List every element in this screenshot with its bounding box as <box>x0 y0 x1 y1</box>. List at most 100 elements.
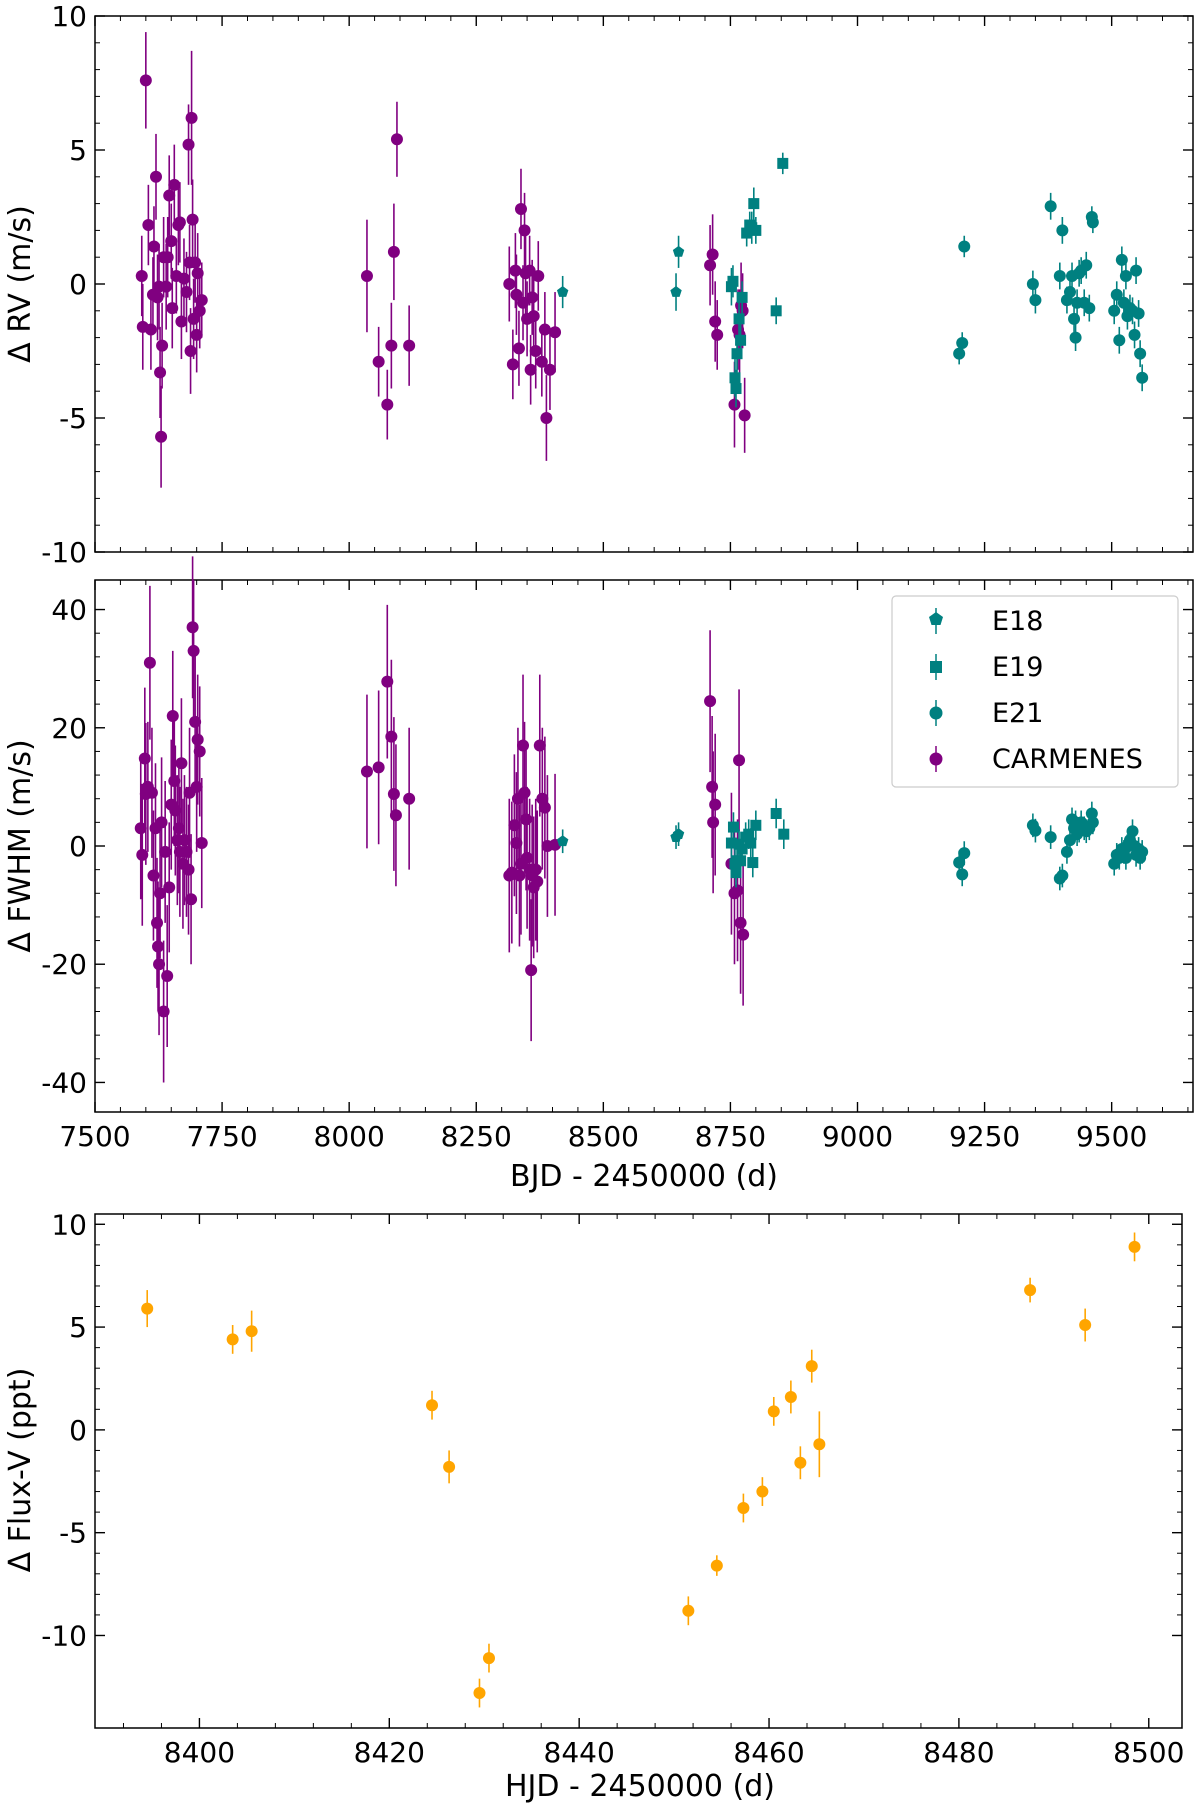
marker <box>138 752 151 765</box>
y-tick-label: 5 <box>69 134 87 167</box>
point-e21 <box>1115 246 1128 274</box>
marker <box>191 733 204 746</box>
marker <box>182 138 195 151</box>
marker <box>813 1438 826 1451</box>
point-e21 <box>1026 270 1039 298</box>
marker <box>190 780 203 793</box>
marker <box>226 1333 239 1346</box>
point-e21 <box>1086 810 1099 835</box>
marker <box>704 259 717 272</box>
point-carmenes <box>506 329 519 400</box>
marker <box>182 863 195 876</box>
point-e21 <box>1080 251 1093 279</box>
point-carmenes <box>526 259 539 335</box>
point-flux-v <box>756 1477 769 1506</box>
point-carmenes <box>737 863 750 1006</box>
x-tick-label: 8480 <box>923 1736 994 1769</box>
point-carmenes <box>195 262 208 338</box>
rv-y-axis-label: Δ RV (m/s) <box>3 205 38 363</box>
point-flux-v <box>473 1678 486 1708</box>
marker <box>1056 224 1069 237</box>
x-tick-label: 7750 <box>186 1120 257 1153</box>
marker <box>156 339 169 352</box>
marker <box>195 837 208 850</box>
marker <box>538 323 551 336</box>
marker <box>1113 334 1126 347</box>
point-flux-v <box>813 1411 826 1478</box>
marker <box>729 372 741 384</box>
x-tick-label: 8250 <box>441 1120 512 1153</box>
x-tick-label: 9250 <box>949 1120 1020 1153</box>
point-e19 <box>735 324 747 357</box>
marker <box>163 881 176 894</box>
marker <box>512 342 525 355</box>
y-tick-label: -10 <box>41 1619 87 1652</box>
marker <box>727 275 739 287</box>
marker <box>794 1456 807 1469</box>
point-e21 <box>1086 211 1099 234</box>
marker <box>390 133 403 146</box>
marker <box>736 843 748 855</box>
marker <box>175 315 188 328</box>
point-flux-v <box>245 1310 258 1352</box>
marker <box>191 267 204 280</box>
fwhm-series <box>134 556 1149 1083</box>
point-e21 <box>1056 863 1069 888</box>
point-carmenes <box>163 155 176 236</box>
point-e19 <box>747 847 759 878</box>
point-e21 <box>1134 340 1147 368</box>
y-tick-label: -20 <box>41 948 87 981</box>
point-carmenes <box>385 302 398 389</box>
marker <box>777 157 789 169</box>
point-carmenes <box>513 804 526 947</box>
marker <box>1085 807 1098 820</box>
flux-plot-frame <box>94 1213 1183 1729</box>
marker <box>387 245 400 258</box>
marker <box>672 828 685 840</box>
point-carmenes <box>151 254 164 341</box>
point-e19 <box>745 828 757 858</box>
point-e21 <box>1110 281 1123 309</box>
marker <box>173 216 186 229</box>
marker <box>737 1502 750 1515</box>
point-carmenes <box>166 267 179 349</box>
marker <box>360 765 373 778</box>
point-e21 <box>1044 192 1057 220</box>
marker <box>1136 845 1149 858</box>
point-e21 <box>1136 364 1149 392</box>
point-e21 <box>1068 305 1081 333</box>
marker <box>193 304 206 317</box>
point-carmenes <box>155 385 168 488</box>
marker <box>518 224 531 237</box>
marker <box>735 855 747 867</box>
marker <box>426 1399 439 1412</box>
marker <box>1108 304 1121 317</box>
point-carmenes <box>512 310 525 386</box>
marker <box>710 1559 723 1572</box>
point-carmenes <box>707 751 720 894</box>
point-carmenes <box>147 206 160 287</box>
marker <box>193 745 206 758</box>
point-carmenes <box>503 246 516 322</box>
legend-marker-e19 <box>930 654 942 680</box>
marker <box>139 74 152 87</box>
marker <box>1079 1319 1092 1332</box>
point-e21 <box>1063 278 1076 306</box>
y-tick-label: 10 <box>51 1208 87 1241</box>
marker <box>517 739 530 752</box>
marker <box>152 940 165 953</box>
marker <box>1044 200 1057 213</box>
marker <box>1086 816 1099 829</box>
marker <box>184 345 197 357</box>
marker <box>153 958 166 971</box>
point-e21 <box>1119 262 1132 290</box>
marker <box>1134 347 1147 360</box>
point-e21 <box>1132 300 1145 327</box>
point-carmenes <box>538 292 551 368</box>
x-tick-label: 8500 <box>568 1120 639 1153</box>
marker <box>180 286 193 299</box>
point-carmenes <box>704 225 717 306</box>
marker <box>1068 312 1081 325</box>
marker <box>956 336 969 349</box>
marker <box>731 884 744 897</box>
